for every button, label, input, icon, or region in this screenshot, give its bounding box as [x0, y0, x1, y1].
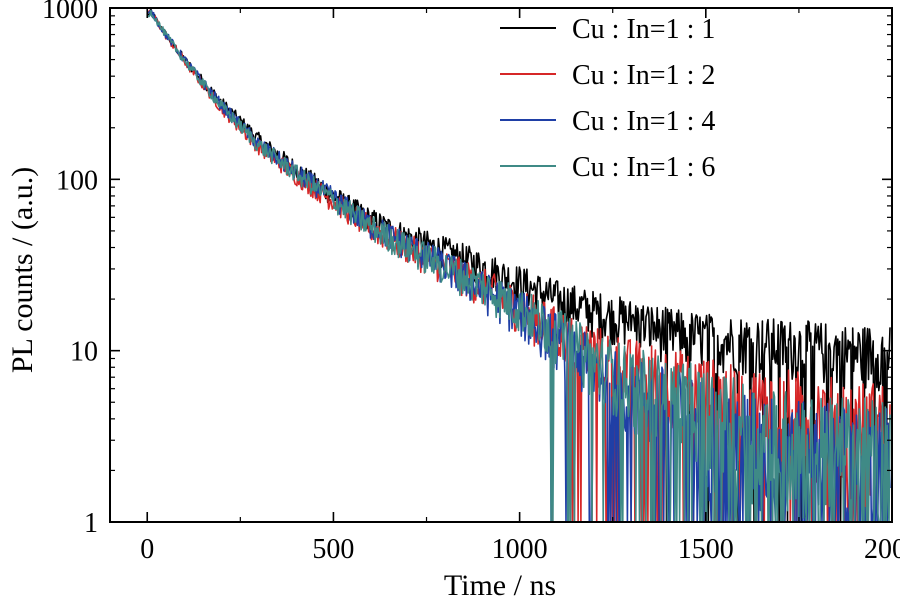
ticks-layer: 0 500 1000 1500 2000 1 10 100 1000 [42, 0, 900, 565]
y-tick-label: 100 [56, 165, 98, 196]
x-axis-label: Time / ns [444, 569, 556, 601]
legend-label-4: Cu : In=1 : 6 [572, 152, 715, 183]
plot-frame [109, 7, 893, 523]
legend-label-1: Cu : In=1 : 1 [572, 14, 715, 45]
x-tick-label: 2000 [864, 534, 900, 565]
legend: Cu : In=1 : 1 Cu : In=1 : 2 Cu : In=1 : 4 C… [500, 14, 715, 183]
series-line-4 [147, 9, 891, 523]
x-tick-label: 0 [140, 534, 154, 565]
series-line-3 [147, 9, 891, 523]
x-tick-label: 1000 [492, 534, 548, 565]
y-tick-label: 1000 [42, 0, 98, 25]
y-axis-label: PL counts / (a.u.) [6, 167, 39, 373]
legend-label-3: Cu : In=1 : 4 [572, 106, 715, 137]
x-tick-label: 500 [312, 534, 354, 565]
x-tick-label: 1500 [678, 534, 734, 565]
legend-label-2: Cu : In=1 : 2 [572, 60, 715, 91]
y-tick-label: 1 [84, 508, 98, 539]
series-layer [147, 8, 891, 523]
y-tick-label: 10 [70, 337, 98, 368]
